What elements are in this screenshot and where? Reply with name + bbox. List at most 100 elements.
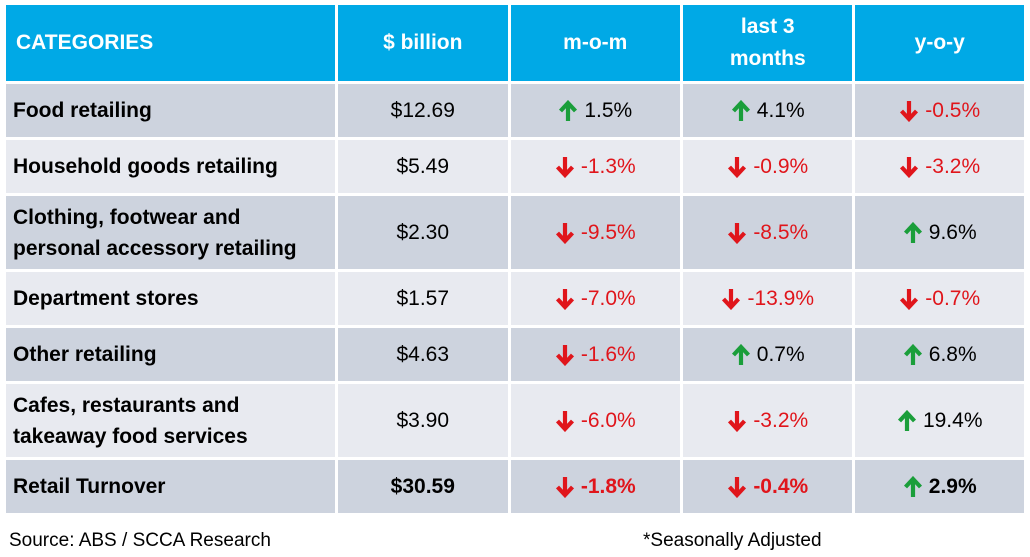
header-yoy-label: y-o-y <box>914 31 965 54</box>
category-cell: Cafes, restaurants and takeaway food serv… <box>6 384 336 457</box>
category-cell: Department stores <box>6 272 336 325</box>
table-row: Other retailing $4.63 -1.6% 0.7% 6.8% <box>6 328 1024 381</box>
yoy-cell: 19.4% <box>855 384 1024 457</box>
category-cell: Other retailing <box>6 328 336 381</box>
mom-cell: -1.3% <box>510 140 680 193</box>
change-percent: -6.0% <box>580 408 636 432</box>
category-line: Household goods retailing <box>13 155 278 178</box>
change-value: -7.0% <box>555 287 636 311</box>
change-percent: 2.9% <box>928 474 977 498</box>
change-value: 0.7% <box>731 343 805 367</box>
change-value: 1.5% <box>558 99 632 123</box>
arrow-up-icon <box>903 475 922 497</box>
change-value: -0.9% <box>727 155 808 179</box>
header-last-3-months-label: last 3 months <box>730 11 806 75</box>
table-row: Clothing, footwear and personal accessory… <box>6 196 1024 269</box>
category-name: Other retailing <box>13 339 157 370</box>
header-billion: $ billion <box>338 5 508 81</box>
arrow-up-icon <box>903 221 922 243</box>
seasonally-adjusted-note: *Seasonally Adjusted <box>643 530 822 551</box>
category-name: Household goods retailing <box>13 151 278 182</box>
mom-cell: -1.8% <box>510 460 680 513</box>
billion-value: $12.69 <box>390 98 455 122</box>
category-name: Retail Turnover <box>13 471 165 502</box>
category-line: Retail Turnover <box>13 475 166 498</box>
mom-cell: -1.6% <box>510 328 680 381</box>
arrow-down-icon <box>555 476 574 498</box>
change-value: -13.9% <box>721 287 814 311</box>
header-billion-label: $ billion <box>383 31 463 54</box>
arrow-down-icon <box>555 288 574 310</box>
category-name: Food retailing <box>13 95 152 126</box>
category-line: takeaway food services <box>13 424 248 448</box>
header-yoy: y-o-y <box>855 5 1024 81</box>
billion-value: $2.30 <box>396 220 450 244</box>
arrow-down-icon <box>722 288 741 310</box>
category-cell: Household goods retailing <box>6 140 336 193</box>
billion-value: $3.90 <box>396 408 450 432</box>
change-percent: -7.0% <box>580 286 636 310</box>
yoy-cell: 9.6% <box>855 196 1024 269</box>
change-percent: 1.5% <box>584 98 633 122</box>
change-percent: -1.6% <box>580 342 636 366</box>
yoy-cell: -0.7% <box>855 272 1024 325</box>
change-percent: -1.8% <box>580 474 636 498</box>
change-percent: -9.5% <box>580 220 636 244</box>
yoy-cell: -0.5% <box>855 84 1024 137</box>
arrow-down-icon <box>900 100 919 122</box>
header-categories: CATEGORIES <box>6 5 336 81</box>
last-3-months-cell: -3.2% <box>683 384 853 457</box>
change-percent: 9.6% <box>928 220 977 244</box>
change-value: -9.5% <box>555 221 636 245</box>
billion-cell: $2.30 <box>338 196 508 269</box>
change-value: 9.6% <box>903 221 977 245</box>
change-percent: -8.5% <box>753 220 809 244</box>
last-3-months-cell: -0.4% <box>683 460 853 513</box>
change-percent: 6.8% <box>928 342 977 366</box>
billion-value: $30.59 <box>390 474 455 498</box>
arrow-down-icon <box>555 222 574 244</box>
retail-table: CATEGORIES $ billion m-o-m last 3 months… <box>6 5 1024 516</box>
change-value: -3.2% <box>899 155 980 179</box>
change-percent: -3.2% <box>753 408 809 432</box>
mom-cell: 1.5% <box>510 84 680 137</box>
change-value: -6.0% <box>555 409 636 433</box>
header-categories-label: CATEGORIES <box>16 31 154 54</box>
table-row: Household goods retailing $5.49 -1.3% -0.9%… <box>6 140 1024 193</box>
change-value: -0.7% <box>899 287 980 311</box>
arrow-up-icon <box>897 409 916 431</box>
category-line: Food retailing <box>13 99 152 122</box>
table-row: Cafes, restaurants and takeaway food serv… <box>6 384 1024 457</box>
change-value: -8.5% <box>727 221 808 245</box>
table-row: Department stores $1.57 -7.0% -13.9% -0.7% <box>6 272 1024 325</box>
yoy-cell: -3.2% <box>855 140 1024 193</box>
arrow-down-icon <box>728 156 747 178</box>
billion-cell: $30.59 <box>338 460 508 513</box>
mom-cell: -9.5% <box>510 196 680 269</box>
change-percent: -3.2% <box>925 154 981 178</box>
change-percent: 0.7% <box>756 342 805 366</box>
change-percent: -0.7% <box>925 286 981 310</box>
change-value: 2.9% <box>903 475 977 499</box>
category-cell: Food retailing <box>6 84 336 137</box>
category-line: Other retailing <box>13 343 157 366</box>
header-last-3-line-2: months <box>729 47 806 70</box>
billion-cell: $1.57 <box>338 272 508 325</box>
change-percent: -0.5% <box>925 98 981 122</box>
change-value: -0.4% <box>727 475 808 499</box>
table-header-row: CATEGORIES $ billion m-o-m last 3 months… <box>6 5 1024 81</box>
change-percent: -1.3% <box>580 154 636 178</box>
billion-cell: $3.90 <box>338 384 508 457</box>
change-percent: -13.9% <box>747 286 815 310</box>
category-name: Department stores <box>13 283 199 314</box>
change-value: -1.6% <box>555 343 636 367</box>
change-value: -1.3% <box>555 155 636 179</box>
arrow-down-icon <box>728 222 747 244</box>
arrow-up-icon <box>731 99 750 121</box>
table-row: Food retailing $12.69 1.5% 4.1% -0.5% <box>6 84 1024 137</box>
category-line: personal accessory retailing <box>13 236 297 260</box>
yoy-cell: 6.8% <box>855 328 1024 381</box>
arrow-down-icon <box>555 344 574 366</box>
arrow-down-icon <box>555 156 574 178</box>
change-value: 4.1% <box>731 99 805 123</box>
